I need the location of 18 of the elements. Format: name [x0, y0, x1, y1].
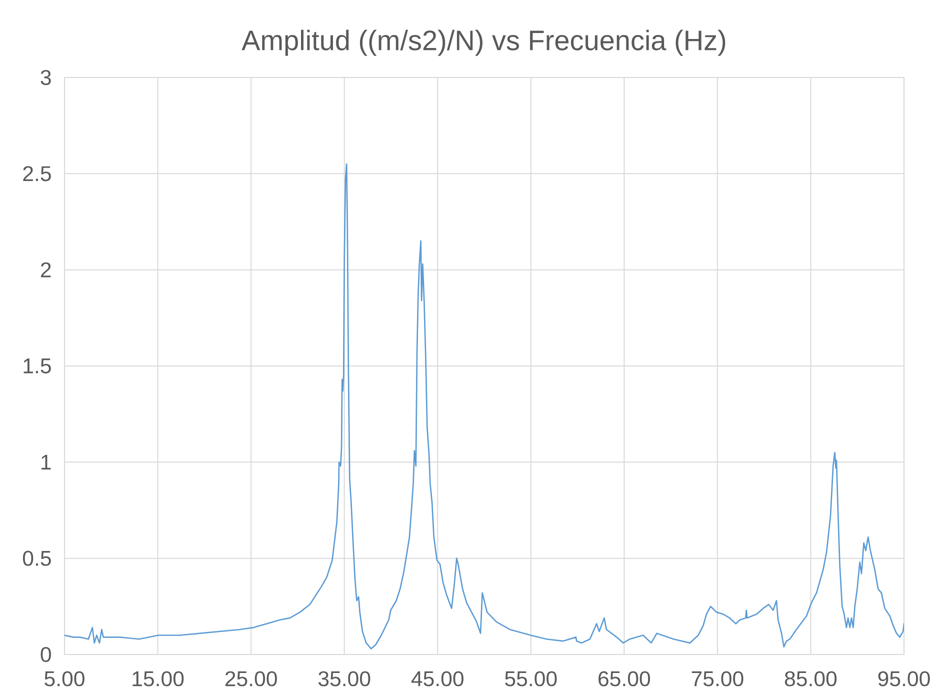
- x-tick-label: 5.00: [44, 671, 84, 686]
- y-tick-label: 0.5: [22, 550, 51, 566]
- y-tick-label: 0: [40, 646, 51, 662]
- y-tick-label: 3: [40, 70, 51, 86]
- y-tick-label: 1.5: [24, 358, 51, 374]
- y-tick-label: 2: [41, 262, 51, 278]
- x-tick-label: 55.00: [505, 671, 557, 686]
- x-tick-label: 35.00: [318, 671, 370, 686]
- x-tick-label: 85.00: [784, 671, 837, 686]
- y-tick-label: 2.5: [23, 166, 51, 182]
- x-tick-label: 25.00: [225, 671, 277, 686]
- x-tick-label: 15.00: [132, 671, 184, 686]
- x-tick-label: 95.00: [878, 671, 930, 686]
- chart-title: Amplitud ((m/s2)/N) vs Frecuencia (Hz): [242, 30, 726, 56]
- x-tick-label: 75.00: [692, 671, 744, 686]
- x-tick-label: 45.00: [411, 671, 464, 686]
- x-tick-label: 65.00: [598, 671, 650, 686]
- y-tick-label: 1: [42, 454, 51, 470]
